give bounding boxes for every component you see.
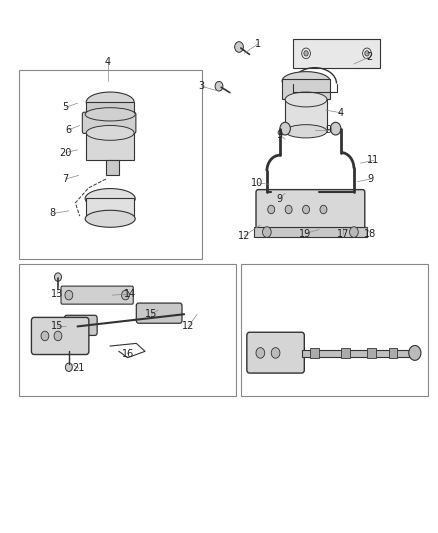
Circle shape xyxy=(262,227,271,237)
Ellipse shape xyxy=(85,189,135,209)
Bar xyxy=(86,102,134,112)
Text: 6: 6 xyxy=(66,125,72,135)
Ellipse shape xyxy=(85,211,135,227)
Text: 3: 3 xyxy=(198,81,205,91)
Ellipse shape xyxy=(86,92,134,112)
Ellipse shape xyxy=(85,108,135,121)
Circle shape xyxy=(54,273,61,281)
Circle shape xyxy=(121,290,129,300)
Text: 12: 12 xyxy=(238,231,251,241)
FancyBboxPatch shape xyxy=(82,112,136,133)
Text: 9: 9 xyxy=(367,174,374,184)
Circle shape xyxy=(304,51,308,56)
Circle shape xyxy=(235,42,244,52)
Bar xyxy=(367,348,376,358)
Text: 4: 4 xyxy=(338,108,344,118)
Text: 8: 8 xyxy=(49,208,56,219)
Ellipse shape xyxy=(282,71,330,90)
Text: 9: 9 xyxy=(325,125,332,135)
Bar xyxy=(241,264,428,397)
Circle shape xyxy=(409,345,421,360)
Bar xyxy=(311,348,319,358)
Bar xyxy=(19,70,201,259)
Ellipse shape xyxy=(285,92,327,107)
Text: 9: 9 xyxy=(276,193,282,204)
Bar xyxy=(302,350,415,357)
Text: 12: 12 xyxy=(182,321,195,331)
Bar xyxy=(86,133,134,160)
Circle shape xyxy=(271,348,280,358)
FancyBboxPatch shape xyxy=(136,303,182,323)
Bar xyxy=(341,348,350,358)
FancyBboxPatch shape xyxy=(32,317,89,354)
Text: 18: 18 xyxy=(364,229,377,239)
Bar xyxy=(293,38,380,68)
Circle shape xyxy=(256,348,265,358)
Text: 15: 15 xyxy=(145,309,158,319)
Circle shape xyxy=(285,205,292,214)
Circle shape xyxy=(280,122,290,135)
Text: 2: 2 xyxy=(366,52,372,62)
Bar xyxy=(282,79,330,100)
Text: 5: 5 xyxy=(63,102,69,112)
Text: 11: 11 xyxy=(367,156,380,165)
Circle shape xyxy=(350,227,358,237)
FancyBboxPatch shape xyxy=(61,286,133,304)
Ellipse shape xyxy=(285,125,327,138)
Circle shape xyxy=(268,205,275,214)
Text: 17: 17 xyxy=(337,229,349,239)
Bar xyxy=(19,264,237,397)
Circle shape xyxy=(330,122,341,135)
Bar xyxy=(106,160,119,175)
Circle shape xyxy=(215,82,223,91)
Text: 14: 14 xyxy=(124,289,136,299)
FancyBboxPatch shape xyxy=(256,190,365,229)
Text: 21: 21 xyxy=(73,364,85,373)
FancyBboxPatch shape xyxy=(247,332,304,373)
Circle shape xyxy=(365,51,369,56)
Text: 4: 4 xyxy=(105,58,111,67)
Text: 10: 10 xyxy=(251,177,263,188)
Text: 19: 19 xyxy=(299,229,311,239)
Text: 20: 20 xyxy=(60,148,72,158)
Circle shape xyxy=(54,331,62,341)
Bar xyxy=(254,227,367,237)
Text: 7: 7 xyxy=(63,174,69,184)
Circle shape xyxy=(303,205,310,214)
Circle shape xyxy=(320,205,327,214)
Circle shape xyxy=(65,363,72,372)
Bar xyxy=(389,348,397,358)
Text: 1: 1 xyxy=(255,39,261,49)
Bar xyxy=(285,100,327,131)
Text: 9: 9 xyxy=(277,130,283,140)
Circle shape xyxy=(41,331,49,341)
Circle shape xyxy=(65,290,73,300)
Text: 16: 16 xyxy=(121,349,134,359)
FancyBboxPatch shape xyxy=(64,316,97,335)
Text: 13: 13 xyxy=(51,289,63,299)
Ellipse shape xyxy=(86,125,134,140)
Bar xyxy=(86,198,134,219)
Text: 15: 15 xyxy=(51,321,63,331)
